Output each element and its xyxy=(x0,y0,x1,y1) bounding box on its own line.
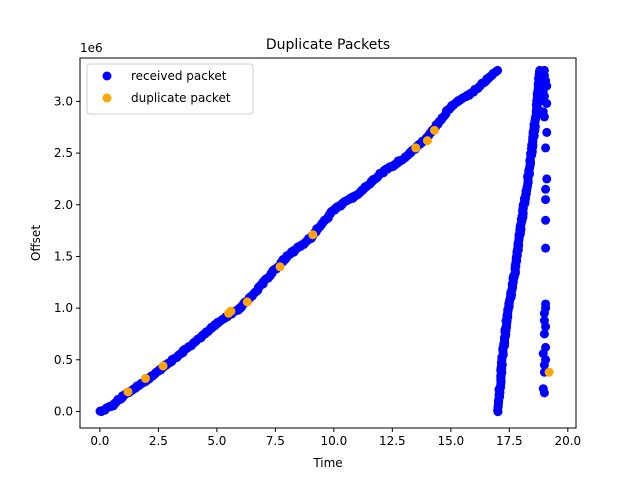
received-packet-point xyxy=(541,195,551,205)
duplicate-series xyxy=(123,125,554,397)
duplicate-packet-point xyxy=(429,125,439,135)
y-tick-label: 3.0 xyxy=(54,94,73,108)
legend-box xyxy=(86,63,254,115)
legend-label-received: received packet xyxy=(131,69,227,83)
y-tick-label: 0.5 xyxy=(54,353,73,367)
legend-label-duplicate: duplicate packet xyxy=(131,91,231,105)
x-tick-label: 12.5 xyxy=(379,434,406,448)
received-packet-point xyxy=(541,143,551,153)
received-packet-point xyxy=(541,215,551,225)
x-tick-label: 5.0 xyxy=(207,434,226,448)
received-packet-point xyxy=(539,308,549,318)
y-tick-label: 0.0 xyxy=(54,404,73,418)
received-packet-point xyxy=(539,360,549,370)
x-tick-label: 15.0 xyxy=(437,434,464,448)
y-tick-label: 2.5 xyxy=(54,146,73,160)
x-tick-label: 2.5 xyxy=(149,434,168,448)
received-series-segment-2 xyxy=(493,65,545,417)
duplicate-packet-point xyxy=(123,387,133,397)
received-packet-point xyxy=(542,98,552,108)
chart-title: Duplicate Packets xyxy=(266,37,390,53)
received-packet-point xyxy=(541,184,551,194)
received-packet-point xyxy=(539,388,549,398)
received-packet-point xyxy=(493,65,503,75)
duplicate-packet-point xyxy=(242,297,252,307)
y-axis-label: Offset xyxy=(29,225,43,261)
duplicate-packet-point xyxy=(141,373,151,383)
legend: received packet duplicate packet xyxy=(86,63,254,115)
y-axis-multiplier: 1e6 xyxy=(80,41,103,55)
received-packet-point xyxy=(539,112,549,122)
x-axis-label: Time xyxy=(312,456,342,470)
x-tick-label: 7.5 xyxy=(266,434,285,448)
x-tick-label: 17.5 xyxy=(496,434,523,448)
duplicate-packet-point xyxy=(226,306,236,316)
legend-marker-duplicate xyxy=(102,93,112,103)
x-tick-label: 20.0 xyxy=(554,434,581,448)
x-tick-label: 10.0 xyxy=(320,434,347,448)
y-axis: 0.0 0.5 1.0 1.5 2.0 2.5 3.0 xyxy=(54,94,80,418)
duplicate-packet-point xyxy=(544,367,554,377)
y-tick-label: 1.5 xyxy=(54,249,73,263)
duplicate-packet-point xyxy=(411,143,421,153)
axes-frame xyxy=(79,57,577,429)
duplicate-packet-point xyxy=(158,361,168,371)
legend-marker-received xyxy=(102,71,112,81)
plot-area xyxy=(95,65,554,417)
received-packet-point xyxy=(541,243,551,253)
received-packet-point xyxy=(539,329,549,339)
x-axis: 0.0 2.5 5.0 7.5 10.0 12.5 15.0 17.5 20.0 xyxy=(90,428,581,448)
y-tick-label: 1.0 xyxy=(54,301,73,315)
duplicate-packet-point xyxy=(308,230,318,240)
received-packet-point xyxy=(542,127,552,137)
received-packet-point xyxy=(542,174,552,184)
duplicate-packet-point xyxy=(275,262,285,272)
received-packet-point xyxy=(541,322,551,332)
y-tick-label: 2.0 xyxy=(54,198,73,212)
duplicate-packet-point xyxy=(422,136,432,146)
x-tick-label: 0.0 xyxy=(90,434,109,448)
